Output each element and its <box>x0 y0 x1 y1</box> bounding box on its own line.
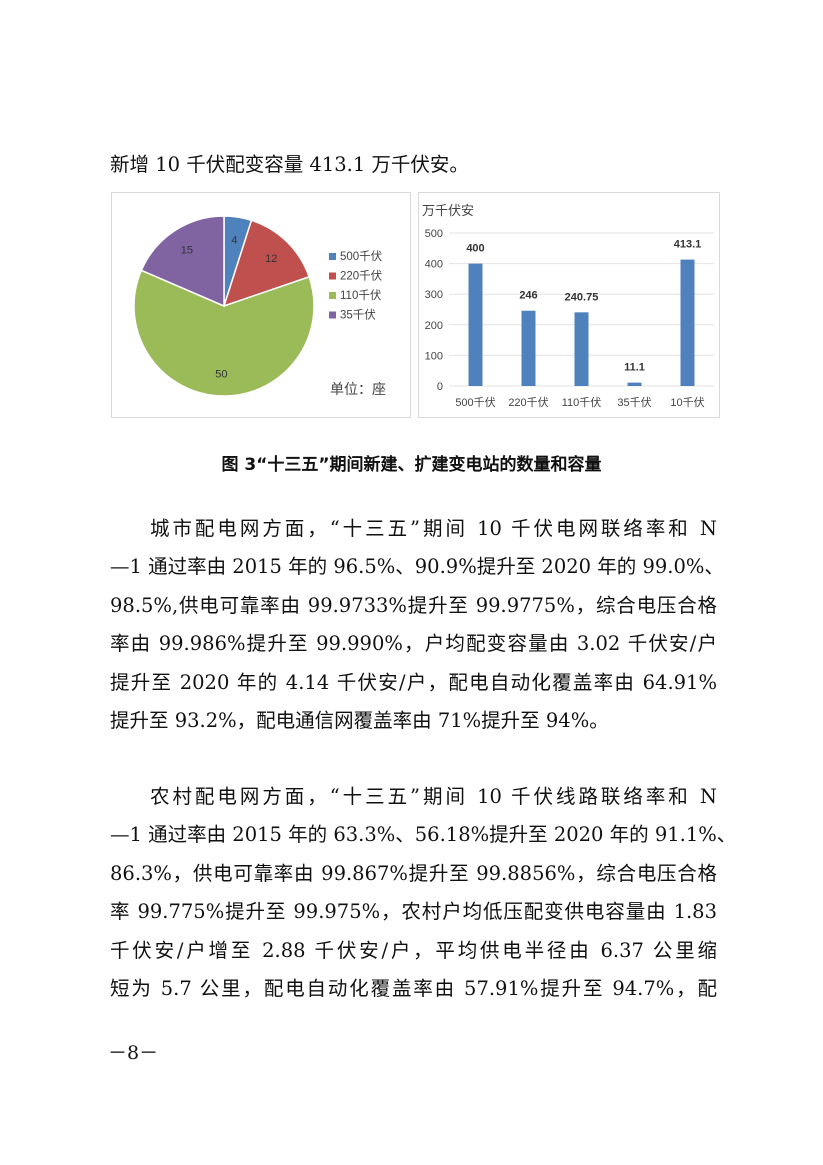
x-tick-label: 35千伏 <box>617 395 651 409</box>
y-tick-label: 400 <box>425 259 443 271</box>
legend-label: 220千伏 <box>340 269 383 283</box>
y-tick-label: 100 <box>425 350 443 362</box>
paragraph-line: 提升至 2020 年的 4.14 千伏安/户，配电自动化覆盖率由 64.91% <box>110 670 717 694</box>
pie-data-label: 4 <box>231 234 237 246</box>
y-tick-label: 0 <box>437 381 443 393</box>
legend-swatch <box>329 272 336 280</box>
y-tick-label: 500 <box>425 228 443 240</box>
pie-data-label: 12 <box>265 253 277 265</box>
bar-chart-panel: 万千伏安 0 100 200 300 400 500 400 500千伏 246 220千伏 240.… <box>418 192 720 418</box>
bar-data-label: 246 <box>519 290 537 302</box>
legend-swatch <box>329 311 336 319</box>
legend-label: 35千伏 <box>340 308 376 322</box>
paragraph-line: 86.3%，供电可靠率由 99.867%提升至 99.8856%，综合电压合格 <box>110 861 717 885</box>
legend-label: 110千伏 <box>340 288 382 302</box>
bar <box>521 310 536 386</box>
pie-data-label: 50 <box>215 368 227 380</box>
figure-caption: 图 3“十三五”期间新建、扩建变电站的数量和容量 <box>221 455 602 475</box>
bar <box>574 312 589 386</box>
bar <box>627 382 642 386</box>
x-tick-label: 220千伏 <box>508 395 548 409</box>
pie-slice <box>140 215 225 308</box>
y-tick-label: 200 <box>425 320 443 332</box>
paragraph-line: 千伏安/户增至 2.88 千伏安/户，平均供电半径由 6.37 公里缩 <box>110 938 717 962</box>
legend-label: 500千伏 <box>340 249 383 263</box>
legend-swatch <box>329 292 336 299</box>
pie-slice <box>222 219 311 308</box>
paragraph-line: 城市配电网方面，“十三五”期间 10 千伏电网联络率和 N <box>150 517 717 540</box>
x-tick-label: 110千伏 <box>562 395 602 409</box>
paragraph-line: 率由 99.986%提升至 99.990%，户均配变容量由 3.02 千伏安/户 <box>110 632 717 656</box>
y-axis-title: 万千伏安 <box>422 203 474 218</box>
paragraph-line: 率 99.775%提升至 99.975%，农村户均低压配变供电容量由 1.83 <box>110 900 717 924</box>
bar-data-label: 400 <box>466 243 484 255</box>
paragraph-line: 短为 5.7 公里，配电自动化覆盖率由 57.91%提升至 94.7%，配 <box>110 977 717 1000</box>
page-number: －8－ <box>108 1042 159 1064</box>
paragraph-line: 98.5%,供电可靠率由 99.9733%提升至 99.9775%，综合电压合格 <box>110 593 717 617</box>
x-tick-label: 10千伏 <box>670 395 704 409</box>
pie-chart-panel: 4 500千伏 12 220千伏 50 110千伏 15 35千伏单位：座 <box>111 192 411 418</box>
paragraph-line: 提升至 93.2%，配电通信网覆盖率由 71%提升至 94%。 <box>110 709 609 732</box>
pie-data-label: 15 <box>181 245 193 257</box>
bar-data-label: 240.75 <box>565 291 599 303</box>
paragraph-line: —1 通过率由 2015 年的 63.3%、56.18%提升至 2020 年的 … <box>110 823 737 847</box>
bar <box>680 259 695 386</box>
paragraph-line: —1 通过率由 2015 年的 96.5%、90.9%提升至 2020 年的 9… <box>110 555 724 579</box>
legend-swatch <box>329 253 336 260</box>
bar-chart: 万千伏安 0 100 200 300 400 500 400 500千伏 246 220千伏 240.… <box>422 203 714 409</box>
x-tick-label: 500千伏 <box>455 395 495 409</box>
intro-line: 新增 10 千伏配变容量 413.1 万千伏安。 <box>110 153 469 176</box>
bar-data-label: 413.1 <box>674 239 702 251</box>
y-tick-label: 300 <box>425 289 443 301</box>
bar <box>468 263 483 386</box>
bar-data-label: 11.1 <box>624 362 645 374</box>
pie-unit-label: 单位：座 <box>330 381 386 397</box>
pie-slice <box>133 269 315 397</box>
paragraph-line: 农村配电网方面，“十三五”期间 10 千伏线路联络率和 N <box>150 785 717 808</box>
